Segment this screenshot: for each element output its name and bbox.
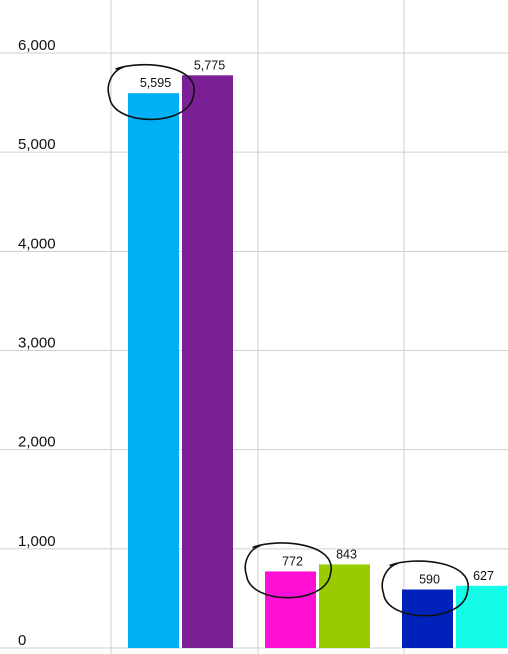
y-tick-label: 0 bbox=[18, 632, 26, 649]
y-tick-label: 6,000 bbox=[18, 37, 56, 54]
y-tick-label: 4,000 bbox=[18, 235, 56, 252]
bar bbox=[182, 75, 233, 648]
data-label: 627 bbox=[473, 569, 494, 583]
data-label: 5,595 bbox=[140, 76, 171, 90]
data-label: 590 bbox=[419, 572, 440, 586]
data-label: 843 bbox=[336, 547, 357, 561]
data-label: 5,775 bbox=[194, 58, 225, 72]
data-label: 772 bbox=[282, 554, 303, 568]
bar bbox=[265, 571, 316, 648]
y-axis-tick-labels: 0 1,000 2,000 3,000 4,000 5,000 6,000 bbox=[18, 37, 56, 649]
hand-drawn-circle bbox=[244, 542, 332, 599]
bar bbox=[128, 93, 179, 649]
y-tick-label: 3,000 bbox=[18, 335, 56, 352]
y-tick-label: 5,000 bbox=[18, 136, 56, 153]
bar bbox=[456, 585, 507, 648]
hand-drawn-annotations bbox=[107, 63, 469, 617]
y-tick-label: 1,000 bbox=[18, 533, 56, 550]
hand-drawn-circle bbox=[107, 63, 195, 121]
bar bbox=[402, 589, 453, 648]
hand-drawn-circle bbox=[381, 560, 469, 617]
data-labels: 5,595 5,775 772 843 590 627 bbox=[140, 58, 494, 586]
y-tick-label: 2,000 bbox=[18, 434, 56, 451]
bars bbox=[128, 75, 507, 649]
bar bbox=[319, 564, 370, 648]
